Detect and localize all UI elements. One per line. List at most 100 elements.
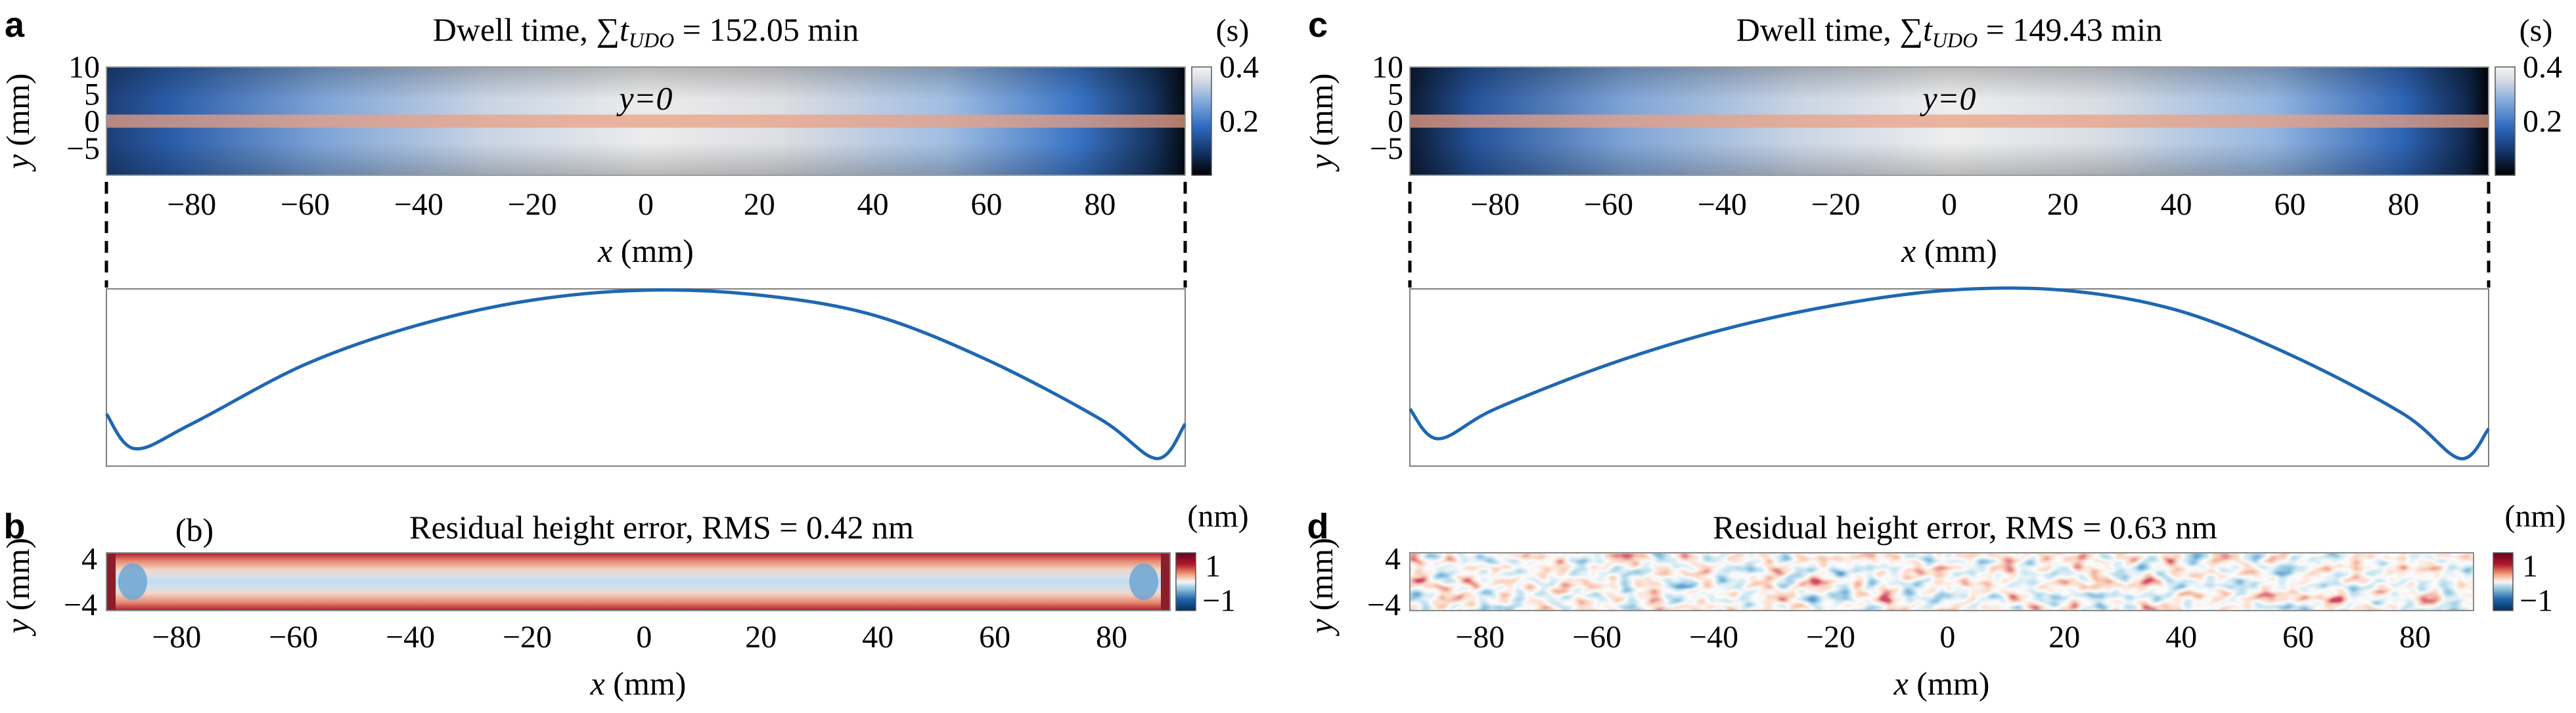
x-tick-label: −80 [1455, 620, 1504, 655]
x-tick-label: 80 [1084, 187, 1116, 222]
x-axis-label-unit: (mm) [1909, 665, 1990, 702]
colorbar-unit: (nm) [1187, 499, 1248, 534]
colorbar-tick-label: 0.4 [2523, 50, 2562, 85]
chart-title: Dwell time, ∑tUDO = 149.43 min [1736, 11, 2162, 52]
x-tick-label: 40 [862, 620, 893, 655]
y-axis-label-var: y [0, 154, 36, 172]
x-axis-label: x (mm) [1901, 232, 1997, 269]
y-tick-label: −4 [1367, 588, 1401, 622]
dwell-panel-c: c Dwell time, ∑tUDO = 149.43 min1050−5−80… [1308, 5, 2562, 467]
x-tick-label: −60 [1572, 620, 1621, 655]
panel-letter: d [1307, 507, 1329, 546]
y-axis-label: y (mm) [0, 74, 36, 173]
panel-letter: c [1308, 5, 1328, 45]
chart-title: Residual height error, RMS = 0.63 nm [1713, 509, 2217, 546]
y-tick-label: 0 [84, 104, 100, 139]
x-tick-label: 40 [2161, 187, 2192, 222]
x-tick-label: −80 [1470, 187, 1520, 222]
inset-label: (b) [175, 511, 214, 548]
x-tick-label: 60 [979, 620, 1010, 655]
x-tick-label: −40 [1698, 187, 1747, 222]
x-tick-label: −60 [269, 620, 318, 655]
title-post: = 149.43 min [1977, 11, 2162, 48]
y-tick-label: 10 [68, 50, 100, 85]
y-axis-label-var: y [0, 618, 36, 637]
x-tick-label: −20 [1811, 187, 1861, 222]
residual-left-edge [106, 553, 116, 611]
y0-annotation-unit: =0 [1937, 80, 1976, 117]
residual-heatmap [1410, 553, 2474, 611]
title-pre: Dwell time, ∑ [433, 11, 620, 48]
residual-panel-b: b (b) Residual height error, RMS = 0.42 nm… [4, 499, 1249, 655]
y-tick-label: 0 [1388, 104, 1403, 139]
heatmap-frame [1409, 552, 2474, 611]
y-tick-label: −5 [1370, 131, 1403, 166]
y-axis-label-unit: (mm) [1303, 74, 1340, 155]
y0-annotation-var: y [1920, 80, 1938, 117]
colorbar [2495, 66, 2516, 176]
x-tick-label: −40 [1689, 620, 1738, 655]
colorbar-tick-label: −1 [1202, 584, 1236, 618]
colorbar-tick-label: 0.2 [2523, 104, 2562, 139]
x-tick-label: 20 [744, 187, 775, 222]
panels-layer: a Dwell time, ∑tUDO = 152.05 min1050−5−80… [0, 5, 2566, 702]
chart-title: Residual height error, RMS = 0.42 nm [409, 509, 914, 546]
title-var: t [1923, 11, 1933, 48]
y-tick-label: 4 [1385, 542, 1401, 576]
y0-line [1410, 114, 2489, 128]
colorbar-tick-label: 0.4 [1219, 50, 1259, 85]
heatmap-frame [106, 552, 1171, 611]
dwell-panel-a: a Dwell time, ∑tUDO = 152.05 min1050−5−80… [5, 5, 1259, 467]
colorbar-unit: (nm) [2504, 499, 2565, 534]
y-tick-label: 5 [84, 77, 100, 112]
profile-frame [106, 288, 1186, 467]
colorbar-unit: (s) [2520, 13, 2553, 48]
y-axis-label-unit: (mm) [0, 74, 36, 155]
x-tick-label: 80 [1096, 620, 1127, 655]
x-axis-label-unit: (mm) [612, 232, 694, 269]
residual-panel-d: d Residual height error, RMS = 0.63 nm 4 −4… [1307, 499, 2566, 655]
y0-annotation-unit: =0 [634, 80, 673, 117]
colorbar-tick-label: 0.2 [1219, 104, 1259, 139]
y0-annotation: y=0 [1920, 80, 1976, 117]
panel-letter: a [5, 5, 25, 45]
x-tick-label: 0 [1941, 187, 1957, 222]
residual-heatmap [106, 553, 1170, 611]
x-tick-label: 40 [2165, 620, 2197, 655]
y-axis-label-var: y [1303, 618, 1340, 637]
chart-title: Dwell time, ∑tUDO = 152.05 min [433, 11, 859, 52]
x-tick-label: 60 [2274, 187, 2306, 222]
y-axis-label: y (mm) [1303, 538, 1340, 637]
x-tick-label: 80 [2387, 187, 2419, 222]
y-axis-label-unit: (mm) [1303, 538, 1340, 619]
x-tick-label: 20 [2048, 620, 2080, 655]
title-pre: Dwell time, ∑ [1736, 11, 1923, 48]
y-tick-label: 4 [81, 542, 97, 576]
y-axis-label: y (mm) [0, 538, 36, 637]
y-tick-label: 10 [1372, 50, 1403, 85]
dwell-profile-line [104, 288, 1187, 460]
x-tick-label: −80 [152, 620, 201, 655]
title-subscript: UDO [629, 28, 674, 52]
y-axis-label-unit: (mm) [0, 538, 36, 619]
x-axis-label-var: x [1893, 665, 1909, 702]
x-tick-label: −40 [386, 620, 435, 655]
x-tick-label: 0 [638, 187, 654, 222]
x-axis-label: x (mm) [1893, 665, 1990, 702]
title-post: = 152.05 min [674, 11, 859, 48]
x-tick-label: −20 [1806, 620, 1855, 655]
x-tick-label: −20 [508, 187, 557, 222]
x-tick-label: −20 [503, 620, 552, 655]
x-axis-label-var: x [1901, 232, 1916, 269]
colorbar [1191, 66, 1212, 176]
colorbar-tick-label: −1 [2520, 584, 2553, 618]
y-axis-label: y (mm) [1303, 74, 1340, 173]
panel-letter: b [4, 507, 26, 546]
y0-line [106, 114, 1185, 128]
x-axis-label-unit: (mm) [1916, 232, 1997, 269]
x-tick-label: 20 [745, 620, 777, 655]
residual-left-spot [118, 563, 147, 600]
colorbar [2493, 552, 2514, 611]
x-tick-label: 0 [636, 620, 652, 655]
